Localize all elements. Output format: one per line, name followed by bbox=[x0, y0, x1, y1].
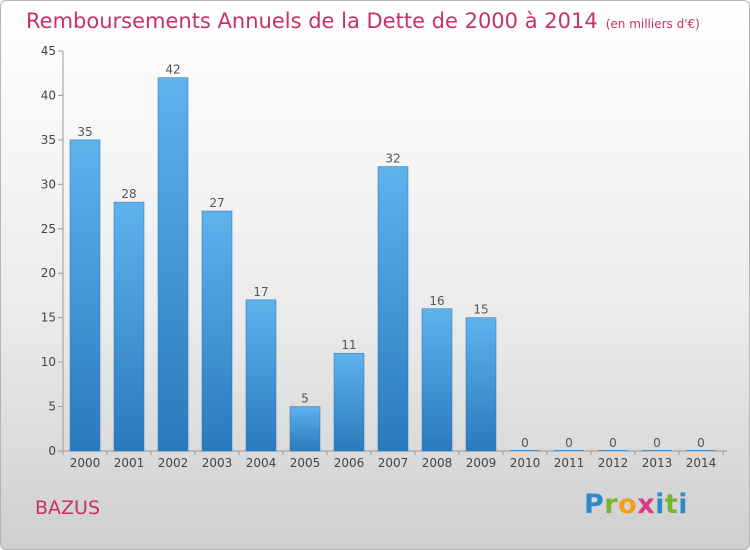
y-tick-label: 5 bbox=[48, 400, 56, 414]
x-tick-label: 2000 bbox=[70, 456, 101, 470]
bars bbox=[69, 77, 716, 452]
bar-2000 bbox=[69, 139, 101, 452]
x-tick-label: 2008 bbox=[422, 456, 453, 470]
bar-2004 bbox=[245, 299, 277, 452]
x-tick-label: 2003 bbox=[202, 456, 233, 470]
data-labels: 35 28 42 27 17 5 11 32 16 15 0 0 0 0 0 bbox=[77, 63, 704, 450]
y-tick-label: 35 bbox=[41, 133, 56, 147]
x-tick-label: 2007 bbox=[378, 456, 409, 470]
bar-2008 bbox=[421, 308, 453, 452]
x-tick-label: 2012 bbox=[598, 456, 629, 470]
x-tick-label: 2004 bbox=[246, 456, 277, 470]
logo-letter: r bbox=[604, 489, 619, 520]
place-name: BAZUS bbox=[35, 497, 101, 519]
y-tick-label: 15 bbox=[41, 311, 56, 325]
bar-2009 bbox=[465, 317, 497, 452]
y-tick-label: 0 bbox=[48, 444, 56, 458]
data-label-2011: 0 bbox=[565, 436, 573, 450]
bar-2007 bbox=[377, 166, 409, 452]
x-tick-label: 2006 bbox=[334, 456, 365, 470]
x-tick-label: 2013 bbox=[642, 456, 673, 470]
data-label-2007: 32 bbox=[385, 152, 400, 166]
y-tick-label: 20 bbox=[41, 266, 56, 280]
logo-letter: P bbox=[584, 489, 605, 520]
y-tick-label: 10 bbox=[41, 355, 56, 369]
x-tick-label: 2014 bbox=[686, 456, 717, 470]
y-tick-label: 30 bbox=[41, 177, 56, 191]
y-tick-label: 25 bbox=[41, 222, 56, 236]
data-label-2000: 35 bbox=[77, 125, 92, 139]
y-axis: 0 5 10 15 20 25 30 35 40 45 bbox=[41, 44, 64, 458]
logo-letter: i bbox=[655, 489, 665, 520]
logo-letter: i bbox=[678, 489, 689, 520]
data-label-2012: 0 bbox=[609, 436, 617, 450]
bar-2006 bbox=[333, 352, 365, 452]
y-tick-label: 45 bbox=[41, 44, 56, 58]
x-tick-label: 2002 bbox=[158, 456, 189, 470]
chart-title-text: Remboursements Annuels de la Dette de 20… bbox=[26, 9, 598, 33]
data-label-2010: 0 bbox=[521, 436, 529, 450]
bar-2001 bbox=[113, 201, 145, 452]
data-label-2002: 42 bbox=[165, 63, 180, 77]
data-label-2013: 0 bbox=[653, 436, 661, 450]
x-tick-label: 2005 bbox=[290, 456, 321, 470]
data-label-2003: 27 bbox=[209, 196, 224, 210]
x-tick-label: 2009 bbox=[466, 456, 497, 470]
y-tick-label: 40 bbox=[41, 88, 56, 102]
data-label-2006: 11 bbox=[341, 338, 356, 352]
bar-2002 bbox=[157, 77, 189, 452]
logo-letter: o bbox=[618, 489, 638, 520]
proxiti-logo: Proxiti bbox=[584, 489, 688, 520]
chart-title: Remboursements Annuels de la Dette de 20… bbox=[26, 9, 700, 33]
chart-unit-label: (en milliers d'€) bbox=[605, 17, 700, 31]
bar-2003 bbox=[201, 210, 233, 452]
data-label-2008: 16 bbox=[429, 294, 444, 308]
logo-letter: x bbox=[637, 489, 656, 520]
data-label-2001: 28 bbox=[121, 187, 136, 201]
data-label-2005: 5 bbox=[301, 392, 309, 406]
x-tick-label: 2011 bbox=[554, 456, 585, 470]
data-label-2014: 0 bbox=[697, 436, 705, 450]
data-label-2004: 17 bbox=[253, 285, 268, 299]
x-tick-label: 2001 bbox=[114, 456, 145, 470]
data-label-2009: 15 bbox=[473, 303, 488, 317]
bar-2005 bbox=[289, 406, 321, 452]
x-tick-label: 2010 bbox=[510, 456, 541, 470]
x-axis: 2000 2001 2002 2003 2004 2005 2006 2007 2008 2009… bbox=[62, 450, 727, 470]
logo-letter: t bbox=[664, 489, 679, 520]
